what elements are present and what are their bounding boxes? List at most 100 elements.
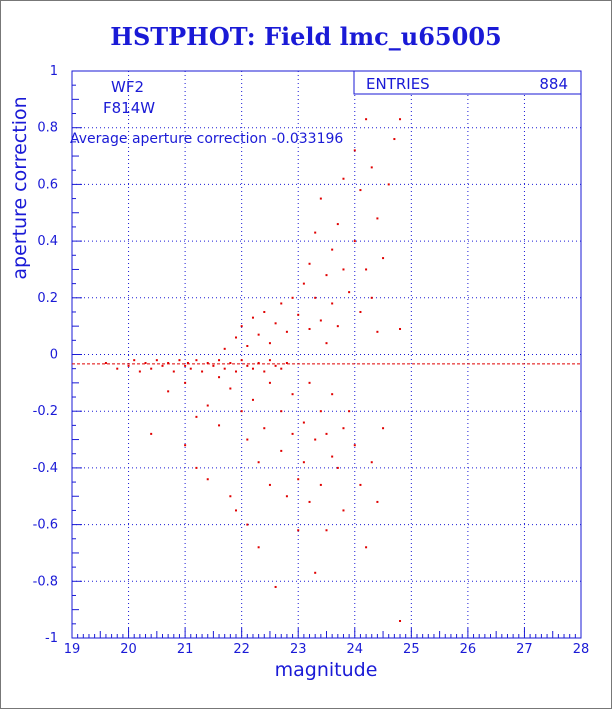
data-point bbox=[342, 177, 345, 180]
y-tick-label: 1 bbox=[50, 64, 58, 79]
data-point bbox=[240, 410, 243, 413]
data-point bbox=[246, 438, 249, 441]
y-tick-label: -1 bbox=[45, 631, 58, 646]
chip-label: WF2 bbox=[111, 78, 144, 96]
data-point bbox=[167, 362, 170, 365]
average-annotation-value: -0.033196 bbox=[271, 131, 343, 147]
data-point bbox=[212, 364, 215, 367]
data-point bbox=[393, 138, 396, 141]
data-point bbox=[263, 310, 266, 313]
data-point bbox=[240, 359, 243, 362]
data-point bbox=[365, 546, 368, 549]
data-point bbox=[382, 257, 385, 260]
y-tick-label: -0.8 bbox=[33, 574, 58, 589]
data-point bbox=[257, 333, 260, 336]
data-point bbox=[285, 330, 288, 333]
data-point bbox=[370, 461, 373, 464]
data-point bbox=[291, 393, 294, 396]
data-point bbox=[189, 367, 192, 370]
x-tick-label: 24 bbox=[347, 642, 364, 657]
data-point bbox=[218, 359, 221, 362]
data-point bbox=[280, 449, 283, 452]
data-point bbox=[251, 398, 254, 401]
data-point bbox=[297, 313, 300, 316]
data-point bbox=[297, 478, 300, 481]
data-point bbox=[319, 319, 322, 322]
data-point bbox=[382, 427, 385, 430]
data-point bbox=[104, 362, 107, 365]
data-point bbox=[184, 381, 187, 384]
data-point bbox=[201, 370, 204, 373]
data-point bbox=[257, 362, 260, 365]
data-point bbox=[336, 325, 339, 328]
data-point bbox=[365, 118, 368, 121]
data-point bbox=[150, 432, 153, 435]
data-point bbox=[291, 296, 294, 299]
data-point bbox=[359, 310, 362, 313]
data-point bbox=[353, 149, 356, 152]
data-point bbox=[263, 427, 266, 430]
data-point bbox=[297, 529, 300, 532]
data-point bbox=[353, 444, 356, 447]
data-point bbox=[302, 461, 305, 464]
data-point bbox=[251, 316, 254, 319]
data-point bbox=[257, 546, 260, 549]
data-point bbox=[319, 410, 322, 413]
data-point bbox=[133, 359, 136, 362]
data-point bbox=[127, 364, 130, 367]
data-point bbox=[314, 231, 317, 234]
y-tick-label: 0.4 bbox=[37, 234, 58, 249]
data-point bbox=[223, 367, 226, 370]
data-point bbox=[186, 362, 189, 365]
stats-value: 884 bbox=[539, 75, 568, 93]
data-point bbox=[235, 370, 238, 373]
data-point bbox=[184, 444, 187, 447]
data-point bbox=[370, 296, 373, 299]
x-tick-label: 25 bbox=[403, 642, 420, 657]
y-tick-label: -0.6 bbox=[33, 518, 58, 533]
data-point bbox=[336, 223, 339, 226]
average-annotation-label: Average aperture correction bbox=[70, 131, 267, 147]
data-point bbox=[144, 362, 147, 365]
data-point bbox=[218, 376, 221, 379]
data-point bbox=[353, 240, 356, 243]
data-point bbox=[178, 359, 181, 362]
data-point bbox=[319, 197, 322, 200]
x-tick-label: 26 bbox=[460, 642, 477, 657]
data-point bbox=[308, 500, 311, 503]
data-point bbox=[257, 461, 260, 464]
data-point bbox=[195, 466, 198, 469]
y-tick-label: 0 bbox=[50, 348, 58, 363]
data-point bbox=[229, 362, 232, 365]
data-point bbox=[150, 367, 153, 370]
y-tick-label: 0.8 bbox=[37, 121, 58, 136]
data-point bbox=[184, 364, 187, 367]
data-point bbox=[218, 424, 221, 427]
data-point bbox=[263, 370, 266, 373]
data-point bbox=[280, 410, 283, 413]
y-tick-label: 0.6 bbox=[37, 177, 58, 192]
data-point bbox=[325, 529, 328, 532]
x-tick-label: 21 bbox=[177, 642, 194, 657]
data-points bbox=[104, 118, 402, 622]
y-axis-label: aperture correction bbox=[9, 96, 31, 279]
data-point bbox=[172, 370, 175, 373]
y-tick-label: -0.2 bbox=[33, 404, 58, 419]
data-point bbox=[223, 347, 226, 350]
data-point bbox=[376, 330, 379, 333]
data-point bbox=[399, 118, 402, 121]
data-point bbox=[325, 432, 328, 435]
data-point bbox=[376, 500, 379, 503]
data-point bbox=[342, 509, 345, 512]
data-point bbox=[195, 359, 198, 362]
data-point bbox=[308, 381, 311, 384]
data-point bbox=[325, 342, 328, 345]
data-point bbox=[235, 336, 238, 339]
data-point bbox=[387, 183, 390, 186]
average-annotation: Average aperture correction -0.033196 bbox=[70, 131, 343, 147]
data-point bbox=[314, 438, 317, 441]
data-point bbox=[302, 282, 305, 285]
data-point bbox=[280, 367, 283, 370]
